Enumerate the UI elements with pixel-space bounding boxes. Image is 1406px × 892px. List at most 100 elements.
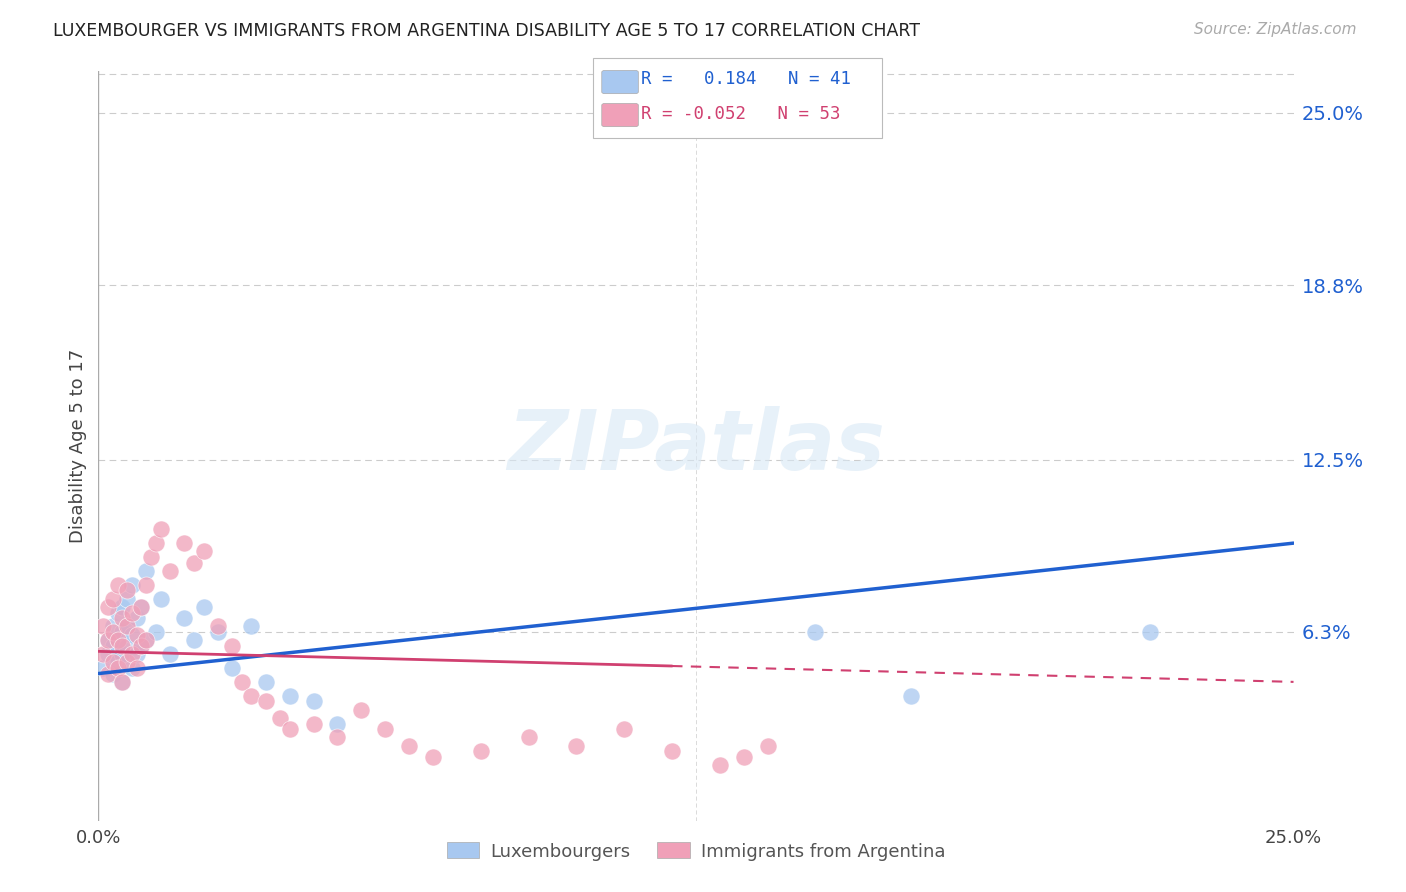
- Point: [101, 591, 124, 606]
- Point: [135, 578, 157, 592]
- Point: [135, 564, 157, 578]
- Point: [111, 611, 134, 625]
- Point: [207, 619, 229, 633]
- Point: [121, 661, 143, 675]
- Point: [97, 599, 120, 614]
- Point: [131, 639, 153, 653]
- Point: [173, 611, 195, 625]
- Point: [733, 749, 755, 764]
- Point: [231, 674, 253, 689]
- Point: [107, 661, 129, 675]
- Point: [115, 619, 138, 633]
- Point: [121, 647, 143, 661]
- Point: [422, 749, 444, 764]
- Point: [115, 639, 138, 653]
- Point: [470, 744, 492, 758]
- Point: [91, 647, 114, 661]
- Point: [101, 619, 124, 633]
- Point: [91, 619, 114, 633]
- Point: [326, 716, 349, 731]
- Point: [374, 722, 396, 736]
- Point: [269, 711, 291, 725]
- Point: [107, 633, 129, 648]
- Point: [613, 722, 636, 736]
- Point: [302, 716, 325, 731]
- Point: [350, 703, 373, 717]
- Text: ZIPatlas: ZIPatlas: [508, 406, 884, 486]
- Point: [183, 556, 205, 570]
- Text: Source: ZipAtlas.com: Source: ZipAtlas.com: [1194, 22, 1357, 37]
- Point: [145, 624, 167, 639]
- Point: [97, 633, 120, 648]
- Point: [131, 599, 153, 614]
- Point: [517, 731, 540, 745]
- Point: [183, 633, 205, 648]
- Point: [115, 656, 138, 670]
- Point: [207, 624, 229, 639]
- Point: [193, 544, 215, 558]
- Legend: Luxembourgers, Immigrants from Argentina: Luxembourgers, Immigrants from Argentina: [440, 835, 952, 868]
- Point: [107, 633, 129, 648]
- Point: [121, 578, 143, 592]
- Point: [115, 619, 138, 633]
- Point: [139, 549, 162, 564]
- Point: [159, 647, 181, 661]
- Point: [398, 739, 420, 753]
- Point: [145, 536, 167, 550]
- Point: [254, 674, 277, 689]
- Point: [125, 628, 148, 642]
- Point: [101, 624, 124, 639]
- Point: [111, 674, 134, 689]
- Point: [135, 633, 157, 648]
- Point: [278, 722, 301, 736]
- Point: [121, 628, 143, 642]
- Y-axis label: Disability Age 5 to 17: Disability Age 5 to 17: [69, 349, 87, 543]
- Point: [107, 578, 129, 592]
- Point: [107, 656, 129, 670]
- Point: [121, 606, 143, 620]
- Point: [131, 599, 153, 614]
- Point: [135, 633, 157, 648]
- Point: [173, 536, 195, 550]
- Point: [101, 666, 124, 681]
- Text: R =   0.184   N = 41: R = 0.184 N = 41: [641, 70, 851, 88]
- Point: [159, 564, 181, 578]
- Text: R = -0.052   N = 53: R = -0.052 N = 53: [641, 105, 841, 123]
- Text: LUXEMBOURGER VS IMMIGRANTS FROM ARGENTINA DISABILITY AGE 5 TO 17 CORRELATION CHA: LUXEMBOURGER VS IMMIGRANTS FROM ARGENTIN…: [53, 22, 921, 40]
- Point: [97, 666, 120, 681]
- Point: [125, 611, 148, 625]
- Point: [565, 739, 588, 753]
- Point: [107, 606, 129, 620]
- Point: [111, 599, 134, 614]
- Point: [221, 639, 243, 653]
- Point: [111, 624, 134, 639]
- Point: [91, 661, 114, 675]
- Point: [149, 522, 172, 536]
- Point: [278, 689, 301, 703]
- Point: [149, 591, 172, 606]
- Point: [240, 619, 263, 633]
- Point: [240, 689, 263, 703]
- Point: [254, 694, 277, 708]
- Point: [302, 694, 325, 708]
- Point: [125, 661, 148, 675]
- Point: [326, 731, 349, 745]
- Point: [125, 647, 148, 661]
- Point: [804, 624, 827, 639]
- Point: [709, 758, 731, 772]
- Point: [900, 689, 922, 703]
- Point: [101, 656, 124, 670]
- Point: [97, 633, 120, 648]
- Point: [97, 647, 120, 661]
- Point: [115, 583, 138, 598]
- Point: [1139, 624, 1161, 639]
- Point: [101, 639, 124, 653]
- Point: [661, 744, 683, 758]
- Point: [131, 639, 153, 653]
- Point: [756, 739, 779, 753]
- Point: [111, 639, 134, 653]
- Point: [221, 661, 243, 675]
- Point: [111, 647, 134, 661]
- Point: [111, 674, 134, 689]
- Point: [193, 599, 215, 614]
